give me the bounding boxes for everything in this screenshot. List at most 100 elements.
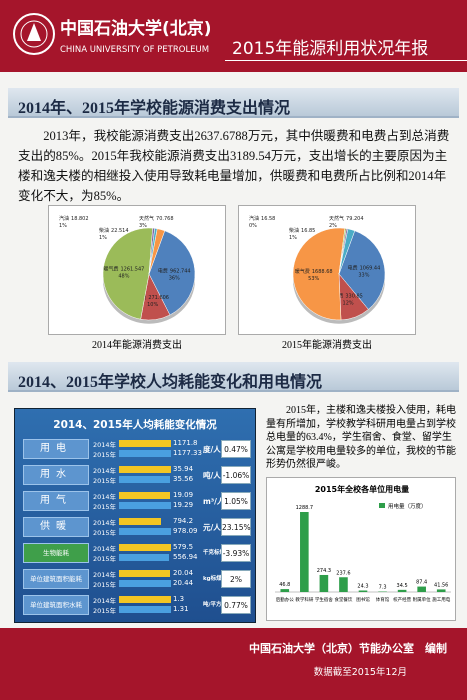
slice-label: 天然气 70.768 3% bbox=[139, 215, 174, 229]
slice-value: 16.58 bbox=[261, 216, 275, 222]
pie-caption: 2015年能源消费支出 bbox=[282, 340, 372, 351]
year-label: 2015年 bbox=[93, 529, 117, 537]
panel-row: 供暖 2014年 794.2 2015年 978.09 元/人 23.15% bbox=[21, 514, 251, 540]
value-label: 794.2 bbox=[173, 517, 194, 525]
change: 2% bbox=[221, 570, 251, 588]
unit: kg标煤/m² bbox=[203, 576, 232, 582]
x-tick-label: 施工用电 bbox=[432, 596, 450, 603]
section-heading: 2014年、2015年学校能源消费支出情况 bbox=[8, 88, 459, 118]
unit: m³/人 bbox=[203, 497, 225, 506]
slice-percent: 3% bbox=[139, 223, 147, 229]
pie-slice bbox=[102, 227, 153, 320]
x-tick-label: 体育馆 bbox=[376, 596, 390, 603]
slice-name: 暖气费 bbox=[295, 268, 310, 275]
year-label: 2015年 bbox=[93, 451, 117, 459]
value-label: 20.04 bbox=[173, 569, 194, 577]
logo-cn: 中国石油大学(北京) bbox=[60, 18, 210, 39]
x-tick-label: 校产经营 bbox=[393, 596, 411, 603]
change: -3.93% bbox=[221, 544, 251, 562]
year-label: 2014年 bbox=[93, 597, 117, 605]
year-label: 2014年 bbox=[93, 441, 117, 449]
slice-label: 柴油 22.514 1% bbox=[99, 227, 129, 241]
unit: 吨/人 bbox=[203, 471, 221, 480]
slice-value: 1069.44 bbox=[360, 266, 381, 272]
slice-name: 柴油 bbox=[99, 227, 109, 234]
slice-label: 汽油 18.802 1% bbox=[59, 215, 89, 229]
x-tick-label: 图书馆 bbox=[356, 596, 370, 603]
slice-percent: 10% bbox=[147, 302, 158, 308]
unit: 千克标煤/人 bbox=[203, 550, 233, 556]
slice-label: 电费 1069.44 33% bbox=[348, 265, 381, 279]
panel-row: 用气 2014年 19.09 2015年 19.29 m³/人 1.05% bbox=[21, 488, 251, 514]
slice-percent: 12% bbox=[343, 301, 354, 307]
pie-chart: 电费1069.4433%水费330.8512%暖气费1688.6853%汽油16… bbox=[238, 205, 416, 335]
footer-org: 中国石油大学（北京）节能办公室 编制 bbox=[249, 642, 447, 655]
slice-value: 962.744 bbox=[170, 268, 191, 274]
slice-name: 柴油 bbox=[289, 227, 299, 234]
bar bbox=[319, 574, 329, 592]
year-label: 2015年 bbox=[93, 555, 117, 563]
year-label: 2015年 bbox=[93, 581, 117, 589]
x-tick-label: 食堂餐饮 bbox=[334, 596, 352, 603]
year-label: 2014年 bbox=[93, 571, 117, 579]
per-capita-panel: 2014、2015年人均耗能变化情况 用电 2014年 1171.8 2015年 117… bbox=[14, 408, 256, 623]
bar bbox=[397, 589, 407, 592]
panel-row: 用水 2014年 35.94 2015年 35.56 吨/人 -1.06% bbox=[21, 462, 251, 488]
data-label: 7.3 bbox=[379, 585, 387, 591]
value-label: 20.44 bbox=[173, 579, 194, 587]
slice-name: 汽油 bbox=[249, 215, 259, 222]
value-bar bbox=[119, 440, 171, 447]
slice-label: 汽油 16.58 0% bbox=[249, 215, 275, 229]
slice-name: 天然气 bbox=[329, 215, 344, 222]
unit: 吨/平方米 bbox=[203, 602, 228, 608]
slice-label: 暖气费 1261.547 48% bbox=[103, 266, 144, 280]
row-label: 用电 bbox=[23, 439, 89, 459]
value-label: 556.94 bbox=[173, 553, 198, 561]
value-bar bbox=[119, 606, 171, 613]
slice-label: 天然气 79.204 2% bbox=[329, 215, 364, 229]
data-label: 34.5 bbox=[397, 583, 408, 589]
pie-slice bbox=[338, 230, 386, 310]
change: 1.05% bbox=[221, 492, 251, 510]
panel-title: 2014、2015年人均耗能变化情况 bbox=[53, 419, 217, 431]
year-label: 2015年 bbox=[93, 607, 117, 615]
slice-value: 330.85 bbox=[345, 294, 363, 300]
value-bar bbox=[119, 528, 171, 535]
panel-rows: 用电 2014年 1171.8 2015年 1177.33 度/人 0.47% 用水 2014年… bbox=[15, 436, 255, 618]
bar bbox=[436, 589, 446, 592]
panel-row: 生物能耗 2014年 579.5 2015年 556.94 千克标煤/人 -3.93% bbox=[21, 540, 251, 566]
row-label: 单位建筑面积水耗 bbox=[23, 595, 89, 615]
bar bbox=[358, 590, 368, 592]
pie-slice bbox=[148, 230, 196, 316]
pie-slice bbox=[338, 228, 356, 275]
slice-name: 天然气 bbox=[139, 215, 154, 222]
slice-label: 电费 962.744 36% bbox=[158, 267, 191, 281]
unit: 元/人 bbox=[203, 523, 221, 532]
value-label: 1.3 bbox=[173, 595, 185, 603]
slice-percent: 1% bbox=[59, 223, 67, 229]
value-label: 579.5 bbox=[173, 543, 194, 551]
value-label: 35.56 bbox=[173, 475, 194, 483]
value-bar bbox=[119, 466, 171, 473]
slice-label: 柴油 16.85 1% bbox=[289, 227, 315, 241]
section-heading: 2014、2015年学校人均耗能变化和用电情况 bbox=[8, 362, 459, 392]
value-label: 1177.33 bbox=[173, 449, 202, 457]
bar-chart: 2015年全校各单位用电量 用电量（万度） 46.8 后勤办公 1288.7 教学科研… bbox=[266, 477, 456, 621]
change: 23.15% bbox=[221, 518, 251, 536]
header: 中国石油大学(北京) CHINA UNIVERSITY OF PETROLEUM… bbox=[0, 0, 467, 72]
value-label: 19.09 bbox=[173, 491, 194, 499]
bar bbox=[300, 512, 309, 592]
value-bar bbox=[119, 518, 162, 525]
slice-value: 22.514 bbox=[111, 228, 129, 234]
data-label: 46.8 bbox=[279, 582, 290, 588]
slice-percent: 48% bbox=[118, 274, 129, 280]
year-label: 2014年 bbox=[93, 493, 117, 501]
value-bar bbox=[119, 476, 171, 483]
slice-percent: 33% bbox=[358, 273, 369, 279]
data-label: 24.3 bbox=[357, 583, 368, 589]
value-bar bbox=[119, 544, 171, 551]
logo-en: CHINA UNIVERSITY OF PETROLEUM bbox=[60, 45, 209, 55]
data-label: 41.56 bbox=[434, 582, 448, 588]
data-label: 1288.7 bbox=[296, 505, 314, 511]
